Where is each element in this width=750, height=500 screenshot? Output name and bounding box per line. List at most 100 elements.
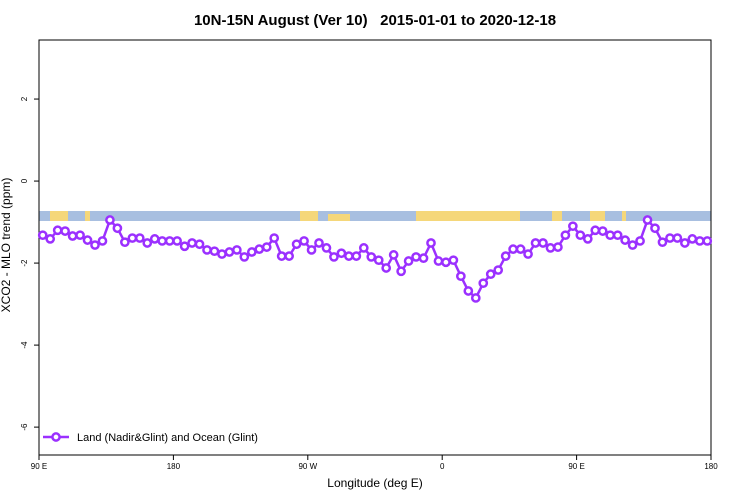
data-point [120, 237, 130, 248]
data-point [582, 234, 593, 244]
data-point [276, 251, 287, 261]
land-patch [85, 211, 90, 221]
data-point [627, 240, 638, 250]
data-point [172, 236, 182, 246]
data-point [306, 245, 317, 255]
data-point [635, 236, 645, 246]
data-point [702, 236, 713, 246]
data-point [605, 230, 616, 241]
data-point [500, 251, 511, 261]
data-point [52, 225, 63, 236]
data-point [665, 233, 675, 243]
data-point [142, 238, 153, 248]
ocean-band [39, 211, 711, 221]
data-point [299, 236, 309, 246]
data-point [224, 247, 235, 257]
data-point [97, 236, 108, 246]
data-point [411, 252, 421, 262]
data-point [105, 215, 115, 225]
data-point [344, 251, 354, 261]
data-point [508, 244, 518, 254]
data-point [657, 237, 668, 248]
data-point [45, 234, 56, 244]
surface-strip [39, 211, 711, 221]
x-tick-label: 180 [167, 462, 181, 471]
data-point [269, 233, 280, 243]
data-point [82, 235, 93, 245]
y-axis-label: XCO2 - MLO trend (ppm) [0, 178, 13, 313]
data-point [284, 251, 294, 261]
x-tick-label: 0 [440, 462, 445, 471]
data-point [336, 248, 347, 259]
data-point [67, 231, 78, 241]
data-point [575, 230, 586, 241]
data-point [239, 252, 250, 262]
x-axis-label: Longitude (deg E) [327, 476, 422, 490]
data-point [470, 293, 481, 303]
data-point [485, 269, 496, 280]
data-point [515, 244, 526, 254]
data-point [448, 255, 459, 266]
data-point [134, 233, 145, 243]
data-point [478, 278, 489, 289]
data-point [209, 246, 220, 257]
data-point [329, 252, 339, 262]
data-point [202, 245, 212, 255]
data-point [418, 253, 429, 264]
y-tick-label: 2 [20, 96, 29, 101]
data-point [194, 239, 205, 250]
data-point [433, 256, 444, 266]
data-point [396, 266, 406, 277]
data-point [426, 238, 436, 248]
x-tick-label: 180 [704, 462, 718, 471]
data-point [127, 233, 138, 243]
data-point [261, 242, 272, 252]
data-point [553, 242, 563, 252]
data-point [650, 223, 660, 234]
data-point [642, 215, 653, 225]
land-patch [590, 211, 605, 221]
data-point [366, 252, 377, 262]
y-tick-label: -6 [20, 423, 29, 431]
data-point [373, 255, 384, 266]
y-tick-label: -2 [20, 259, 29, 267]
data-point [680, 238, 690, 248]
data-point [351, 251, 362, 261]
data-point [164, 236, 175, 246]
data-point [112, 223, 123, 234]
data-point [149, 234, 160, 244]
data-point [620, 235, 630, 245]
data-point [403, 256, 414, 266]
y-tick-label: 0 [20, 178, 29, 183]
data-point [187, 238, 197, 248]
data-point [232, 245, 242, 255]
data-point [590, 225, 601, 236]
data-point [388, 250, 399, 260]
data-point [463, 286, 474, 296]
data-point [358, 243, 369, 253]
data-point [545, 243, 556, 253]
land-patch [50, 211, 68, 221]
data-point [687, 234, 698, 244]
x-tick-label: 90 W [298, 462, 317, 471]
data-point [381, 263, 392, 273]
legend-marker [51, 432, 61, 442]
chart-title: 10N-15N August (Ver 10) 2015-01-01 to 20… [194, 12, 556, 29]
data-point [291, 239, 302, 250]
plot-frame [38, 39, 712, 456]
data-point [672, 233, 683, 243]
data-point [441, 257, 451, 268]
land-patch [416, 211, 520, 221]
data-point [254, 244, 265, 254]
data-point [179, 241, 190, 252]
land-patch [328, 214, 350, 221]
data-point [612, 230, 623, 241]
land-patch [300, 211, 318, 221]
data-point [456, 271, 466, 282]
data-point [157, 236, 168, 246]
x-tick-label: 90 E [31, 462, 47, 471]
legend-label: Land (Nadir&Glint) and Ocean (Glint) [77, 432, 258, 444]
data-point [90, 240, 100, 250]
data-point [37, 230, 48, 241]
